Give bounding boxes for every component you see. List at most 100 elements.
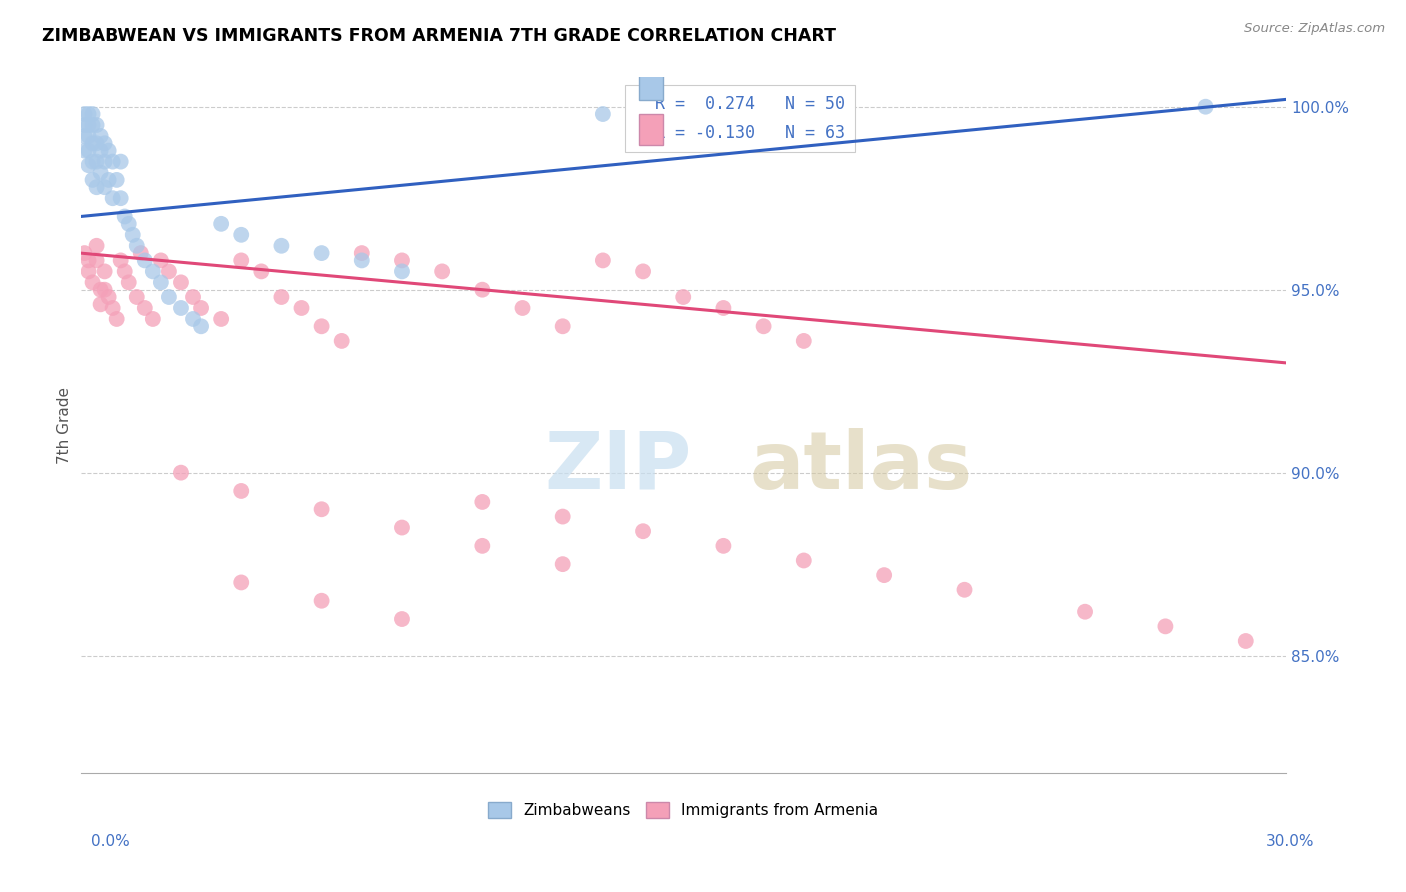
Text: R =  0.274   N = 50
  R = -0.130   N = 63: R = 0.274 N = 50 R = -0.130 N = 63 bbox=[636, 95, 845, 142]
Point bbox=[90, 128, 112, 143]
Point bbox=[73, 118, 96, 132]
Point bbox=[77, 107, 100, 121]
Point bbox=[181, 290, 204, 304]
Point bbox=[752, 319, 775, 334]
Point bbox=[512, 301, 534, 315]
Point bbox=[134, 253, 156, 268]
Point bbox=[391, 612, 413, 626]
Point bbox=[118, 217, 141, 231]
Point bbox=[90, 144, 112, 158]
Point bbox=[101, 301, 124, 315]
Point bbox=[391, 520, 413, 534]
FancyBboxPatch shape bbox=[638, 113, 662, 145]
Point bbox=[311, 593, 333, 607]
Point bbox=[157, 290, 180, 304]
Point bbox=[90, 283, 112, 297]
Text: Source: ZipAtlas.com: Source: ZipAtlas.com bbox=[1244, 22, 1385, 36]
Point bbox=[73, 107, 96, 121]
Point bbox=[551, 319, 574, 334]
Point bbox=[270, 239, 292, 253]
Point bbox=[551, 557, 574, 571]
Point bbox=[330, 334, 353, 348]
Point bbox=[592, 107, 614, 121]
Point bbox=[793, 553, 815, 567]
Point bbox=[86, 239, 108, 253]
Point bbox=[471, 283, 494, 297]
Point bbox=[105, 312, 128, 326]
Point bbox=[73, 128, 96, 143]
Point bbox=[209, 312, 232, 326]
Point bbox=[350, 246, 373, 260]
Point bbox=[350, 253, 373, 268]
Point bbox=[101, 191, 124, 205]
Point bbox=[170, 301, 193, 315]
Point bbox=[551, 509, 574, 524]
Point bbox=[77, 264, 100, 278]
Point bbox=[86, 180, 108, 194]
Point bbox=[82, 154, 104, 169]
Point bbox=[953, 582, 976, 597]
Point bbox=[86, 154, 108, 169]
Point bbox=[93, 180, 115, 194]
Point bbox=[181, 312, 204, 326]
Point bbox=[793, 334, 815, 348]
Point bbox=[114, 264, 136, 278]
Point bbox=[134, 301, 156, 315]
Point bbox=[713, 301, 735, 315]
Point bbox=[209, 217, 232, 231]
Point bbox=[82, 107, 104, 121]
Point bbox=[125, 239, 148, 253]
Point bbox=[73, 144, 96, 158]
Text: atlas: atlas bbox=[749, 428, 973, 506]
Point bbox=[1194, 100, 1216, 114]
Point bbox=[290, 301, 312, 315]
Legend: Zimbabweans, Immigrants from Armenia: Zimbabweans, Immigrants from Armenia bbox=[482, 796, 884, 824]
Point bbox=[231, 227, 253, 242]
Point bbox=[101, 154, 124, 169]
Point bbox=[190, 301, 212, 315]
Point bbox=[149, 276, 172, 290]
Point bbox=[311, 502, 333, 516]
Point bbox=[672, 290, 695, 304]
Point bbox=[190, 319, 212, 334]
Point bbox=[142, 264, 165, 278]
Point bbox=[77, 158, 100, 172]
Point bbox=[592, 253, 614, 268]
Point bbox=[97, 173, 120, 187]
Point bbox=[170, 276, 193, 290]
Point bbox=[1154, 619, 1177, 633]
Point bbox=[97, 290, 120, 304]
Y-axis label: 7th Grade: 7th Grade bbox=[58, 386, 72, 464]
Point bbox=[231, 253, 253, 268]
Text: 30.0%: 30.0% bbox=[1267, 834, 1315, 848]
Point bbox=[82, 276, 104, 290]
Point bbox=[105, 173, 128, 187]
Point bbox=[82, 173, 104, 187]
FancyBboxPatch shape bbox=[638, 69, 662, 101]
Point bbox=[311, 246, 333, 260]
Point bbox=[93, 283, 115, 297]
Text: ZIP: ZIP bbox=[544, 428, 692, 506]
Point bbox=[77, 253, 100, 268]
Point bbox=[110, 253, 132, 268]
Point bbox=[471, 495, 494, 509]
Point bbox=[90, 165, 112, 179]
Point bbox=[93, 154, 115, 169]
Point bbox=[97, 144, 120, 158]
Point bbox=[149, 253, 172, 268]
Point bbox=[170, 466, 193, 480]
Point bbox=[125, 290, 148, 304]
Point bbox=[114, 210, 136, 224]
Point bbox=[311, 319, 333, 334]
Point bbox=[86, 136, 108, 151]
Point bbox=[270, 290, 292, 304]
Point bbox=[118, 276, 141, 290]
Point bbox=[86, 118, 108, 132]
Point bbox=[142, 312, 165, 326]
Point bbox=[73, 246, 96, 260]
Point bbox=[631, 524, 654, 539]
Point bbox=[1234, 634, 1257, 648]
Point bbox=[250, 264, 273, 278]
Point bbox=[713, 539, 735, 553]
Point bbox=[90, 297, 112, 311]
